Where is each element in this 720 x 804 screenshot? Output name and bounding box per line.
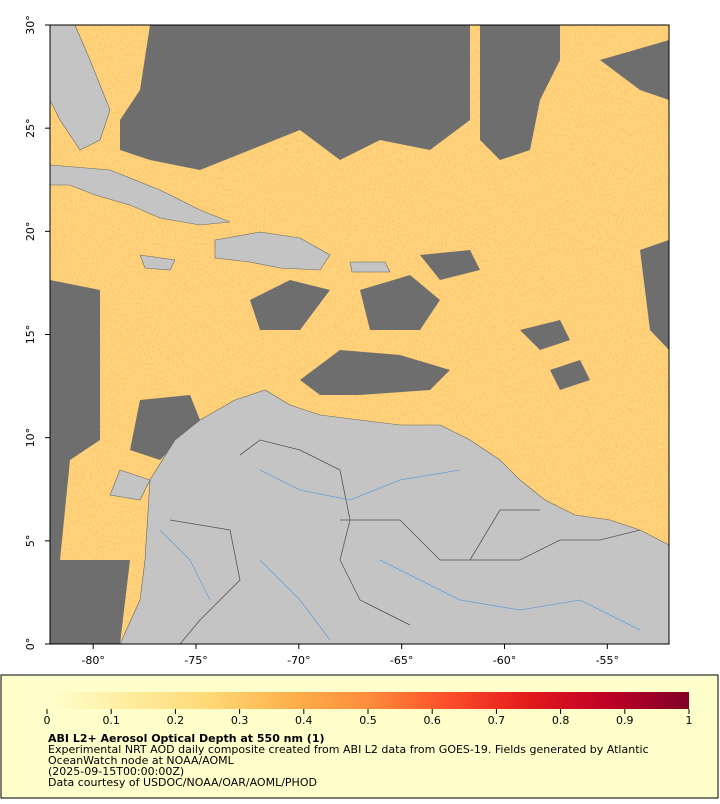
map-area (50, 25, 669, 644)
colorbar-tick-label: 0.6 (423, 714, 441, 727)
x-tick-label: -60° (493, 654, 516, 667)
x-tick-label: -65° (390, 654, 413, 667)
y-tick-label: 5° (24, 535, 37, 548)
legend-note: Experimental NRT AOD daily composite cre… (48, 743, 649, 756)
legend-note: (2025-09-15T00:00:00Z) (48, 765, 184, 778)
legend-note: OceanWatch node at NOAA/AOML (48, 754, 235, 767)
colorbar-tick-label: 0.5 (359, 714, 377, 727)
y-tick-label: 10° (24, 428, 37, 448)
cloud-mask (50, 25, 669, 644)
colorbar-tick-label: 0.8 (552, 714, 570, 727)
colorbar-tick-label: 0.2 (167, 714, 185, 727)
x-tick-label: -75° (184, 654, 207, 667)
colorbar-tick-label: 1 (686, 714, 693, 727)
colorbar-tick-label: 0.4 (295, 714, 313, 727)
x-tick-label: -80° (81, 654, 104, 667)
colorbar-tick-label: 0.9 (616, 714, 634, 727)
y-tick-label: 20° (24, 222, 37, 242)
y-tick-label: 25° (24, 118, 37, 138)
land (50, 25, 669, 644)
x-tick-label: -70° (287, 654, 310, 667)
legend-note: Data courtesy of USDOC/NOAA/OAR/AOML/PHO… (48, 776, 317, 789)
colorbar (47, 692, 689, 709)
y-tick-label: 15° (24, 325, 37, 345)
colorbar-tick-label: 0.3 (231, 714, 249, 727)
borders (169, 439, 641, 644)
y-tick-label: 0° (24, 638, 37, 651)
y-tick-label: 30° (24, 15, 37, 35)
legend-title: ABI L2+ Aerosol Optical Depth at 550 nm … (48, 732, 325, 745)
x-tick-label: -55° (596, 654, 619, 667)
colorbar-tick-label: 0.7 (488, 714, 506, 727)
colorbar-tick-label: 0 (44, 714, 51, 727)
colorbar-tick-label: 0.1 (102, 714, 120, 727)
rivers (159, 469, 641, 641)
